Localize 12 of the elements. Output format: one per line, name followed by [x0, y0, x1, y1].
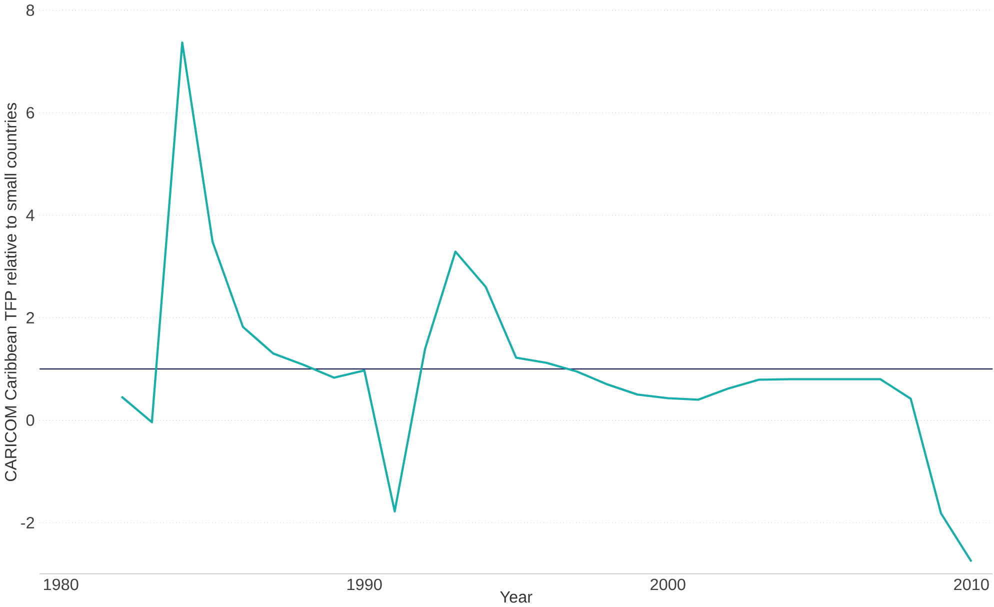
x-tick-label: 1980: [44, 578, 78, 590]
x-axis-title: Year: [500, 591, 532, 603]
y-tick-label: 2: [26, 312, 34, 324]
y-tick-label: 4: [26, 210, 34, 221]
y-tick-label: 0: [26, 414, 34, 426]
y-tick-label: 6: [26, 106, 34, 118]
x-tick-label: 2010: [954, 578, 989, 590]
x-tick-label: 1990: [348, 578, 382, 590]
y-axis-title: CARICOM Caribbean TFP relative to small countries: [4, 102, 16, 481]
x-tick-label: 2000: [650, 578, 686, 590]
y-tick-label: -2: [21, 516, 34, 528]
y-tick-label: 8: [26, 4, 34, 16]
